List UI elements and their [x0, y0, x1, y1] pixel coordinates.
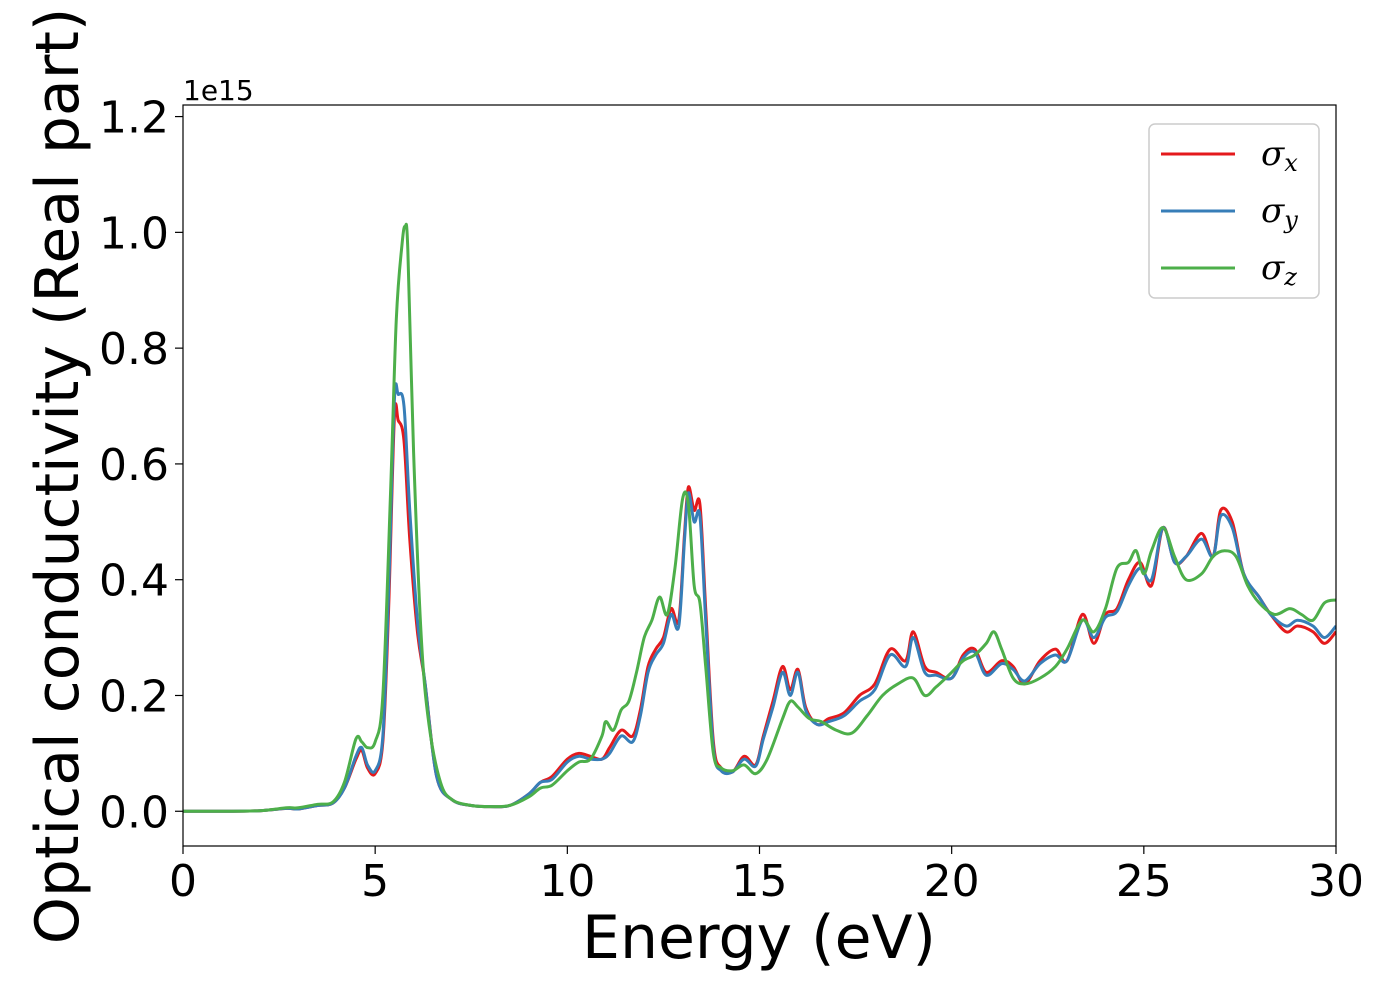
series-layer [183, 222, 1336, 813]
legend-label-x: σx [1261, 134, 1298, 177]
y-tick-label: 1.2 [99, 93, 169, 144]
x-tick-label: 0 [169, 856, 197, 907]
x-tick-label: 15 [732, 856, 788, 907]
series-line-z [183, 222, 1336, 813]
y-tick-label: 0.8 [99, 324, 169, 375]
y-tick-label: 1.0 [99, 208, 169, 259]
y-axis-title: Optical conductivity (Real part) [23, 8, 93, 945]
x-tick-label: 25 [1116, 856, 1172, 907]
legend: σx σy σz [1148, 123, 1320, 299]
x-tick-label: 5 [361, 856, 389, 907]
y-tick-label: 0.0 [99, 787, 169, 838]
x-axis-title: Energy (eV) [582, 903, 936, 973]
x-tick-label: 20 [924, 856, 980, 907]
y-tick-label: 0.6 [99, 440, 169, 491]
x-tick-label: 10 [539, 856, 595, 907]
y-tick-label: 0.4 [99, 556, 169, 607]
axes-layer: 0 5 10 15 20 25 30 0.0 0.2 0.4 0.6 0.8 1.0 1.2 [99, 93, 1364, 907]
legend-label-z: σz [1261, 248, 1297, 291]
y-offset-label: 1e15 [183, 74, 254, 107]
y-tick-label: 0.2 [99, 671, 169, 722]
x-tick-label: 30 [1308, 856, 1364, 907]
series-line-y [183, 382, 1336, 813]
legend-label-y: σy [1261, 191, 1298, 234]
